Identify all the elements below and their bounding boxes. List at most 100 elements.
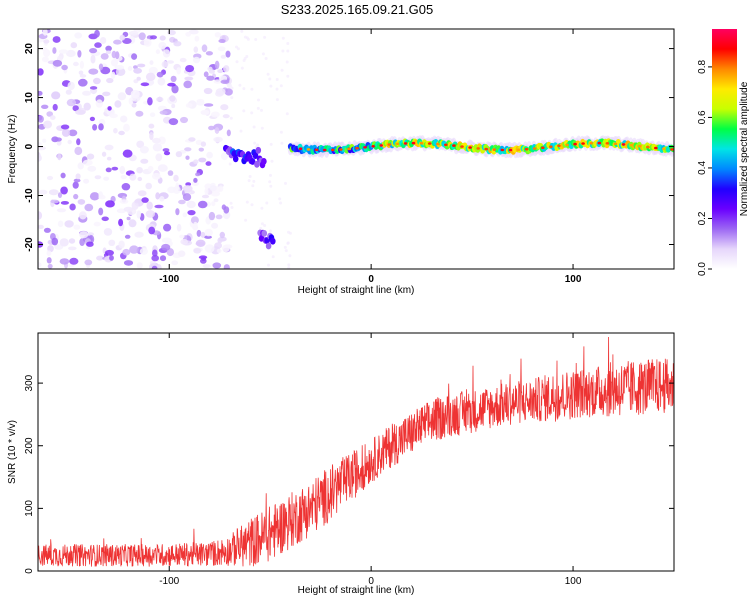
- heatmap-cell: [122, 149, 133, 158]
- heatmap-cell: [43, 227, 51, 233]
- heatmap-cell: [235, 45, 238, 49]
- heatmap-cell: [41, 56, 49, 63]
- heatmap-cell: [119, 165, 126, 175]
- heatmap-cell: [221, 204, 227, 210]
- heatmap-cell: [123, 260, 134, 266]
- y-tick-label: 200: [24, 437, 35, 454]
- colorbar-tick-label: 0.6: [697, 110, 708, 124]
- heatmap-cell: [188, 137, 196, 142]
- heatmap-cell: [260, 222, 264, 226]
- heatmap-cell: [159, 196, 165, 202]
- heatmap-cell: [395, 142, 400, 146]
- heatmap-cell: [258, 235, 265, 242]
- heatmap-cell: [145, 182, 152, 190]
- heatmap-cell: [242, 109, 246, 113]
- heatmap-cell: [347, 147, 351, 151]
- heatmap-cell: [452, 144, 456, 147]
- heatmap-cell: [280, 68, 284, 72]
- heatmap-cell: [59, 238, 69, 247]
- heatmap-cell: [38, 142, 42, 146]
- heatmap-cell: [214, 60, 220, 70]
- heatmap-cell: [194, 35, 200, 42]
- heatmap-cell: [287, 266, 291, 269]
- heatmap-cell: [155, 153, 163, 162]
- heatmap-cell: [193, 248, 202, 254]
- heatmap-cell: [134, 199, 141, 204]
- heatmap-cell: [230, 206, 234, 209]
- heatmap-cell: [171, 103, 176, 109]
- heatmap-cell: [163, 223, 172, 232]
- heatmap-cell: [110, 71, 116, 80]
- heatmap-cell: [111, 166, 119, 171]
- heatmap-cell: [77, 50, 82, 58]
- heatmap-cell: [436, 142, 440, 146]
- heatmap-cell: [371, 145, 376, 148]
- heatmap-cell: [167, 170, 174, 176]
- heatmap-cell: [215, 88, 226, 96]
- x-tick-label: 100: [565, 274, 582, 285]
- heatmap-cell: [288, 231, 292, 235]
- heatmap-cell: [43, 39, 50, 44]
- heatmap-cell: [322, 148, 327, 152]
- heatmap-cell: [179, 57, 187, 63]
- colorbar-label: Normalized spectral amplitude: [739, 81, 750, 216]
- heatmap-cell: [99, 37, 107, 44]
- heatmap-cell: [629, 143, 634, 147]
- heatmap-cell: [206, 75, 215, 81]
- heatmap-cell: [105, 167, 112, 173]
- heatmap-cell: [109, 113, 118, 119]
- heatmap-cell: [156, 264, 162, 269]
- heatmap-cell: [149, 60, 154, 65]
- heatmap-cell: [270, 237, 276, 245]
- heatmap-cell: [244, 218, 248, 222]
- heatmap-cell: [54, 244, 64, 250]
- heatmap-cell: [228, 162, 232, 166]
- heatmap-cell: [136, 210, 142, 219]
- heatmap-cell: [267, 263, 270, 267]
- heatmap-cell: [218, 39, 226, 43]
- heatmap-cell: [89, 192, 100, 201]
- heatmap-cell: [670, 148, 674, 151]
- heatmap-cell: [265, 201, 269, 205]
- heatmap-cell: [208, 69, 215, 74]
- heatmap-cell: [250, 203, 254, 207]
- heatmap-cell: [171, 84, 179, 94]
- heatmap-cell: [123, 206, 134, 212]
- heatmap-cell: [163, 151, 171, 156]
- heatmap-cell: [120, 175, 127, 180]
- heatmap-cell: [250, 111, 254, 115]
- heatmap-cell: [119, 199, 129, 204]
- heatmap-cell: [220, 104, 229, 111]
- heatmap-cell: [60, 172, 66, 179]
- heatmap-cell: [230, 86, 234, 90]
- snr-frame: [37, 332, 675, 572]
- heatmap-cell: [209, 185, 217, 192]
- heatmap-cell: [201, 256, 207, 261]
- heatmap-cell: [265, 242, 272, 250]
- heatmap-cell: [98, 191, 103, 199]
- heatmap-cell: [140, 82, 150, 87]
- heatmap-cell: [198, 157, 207, 163]
- heatmap-cell: [242, 87, 246, 91]
- heatmap-cell: [268, 229, 272, 233]
- heatmap-cell: [460, 145, 464, 148]
- heatmap-cell: [226, 83, 232, 88]
- heatmap-cell: [184, 147, 192, 152]
- heatmap-cell: [176, 223, 182, 232]
- heatmap-cell: [220, 152, 229, 161]
- heatmap-cell: [175, 182, 180, 191]
- heatmap-cell: [137, 190, 147, 197]
- heatmap-cell: [339, 148, 343, 151]
- heatmap-cell: [105, 45, 112, 52]
- heatmap-cell: [484, 147, 489, 151]
- heatmap-cell: [51, 237, 59, 246]
- spectrogram-y-label: Frequency (Hz): [7, 115, 18, 184]
- heatmap-cell: [129, 173, 137, 181]
- heatmap-cell: [87, 232, 95, 237]
- heatmap-cell: [193, 46, 199, 53]
- heatmap-cell: [214, 32, 221, 38]
- heatmap-cell: [46, 175, 54, 181]
- heatmap-cell: [82, 159, 93, 166]
- heatmap-cell: [161, 61, 169, 68]
- heatmap-cell: [101, 151, 107, 157]
